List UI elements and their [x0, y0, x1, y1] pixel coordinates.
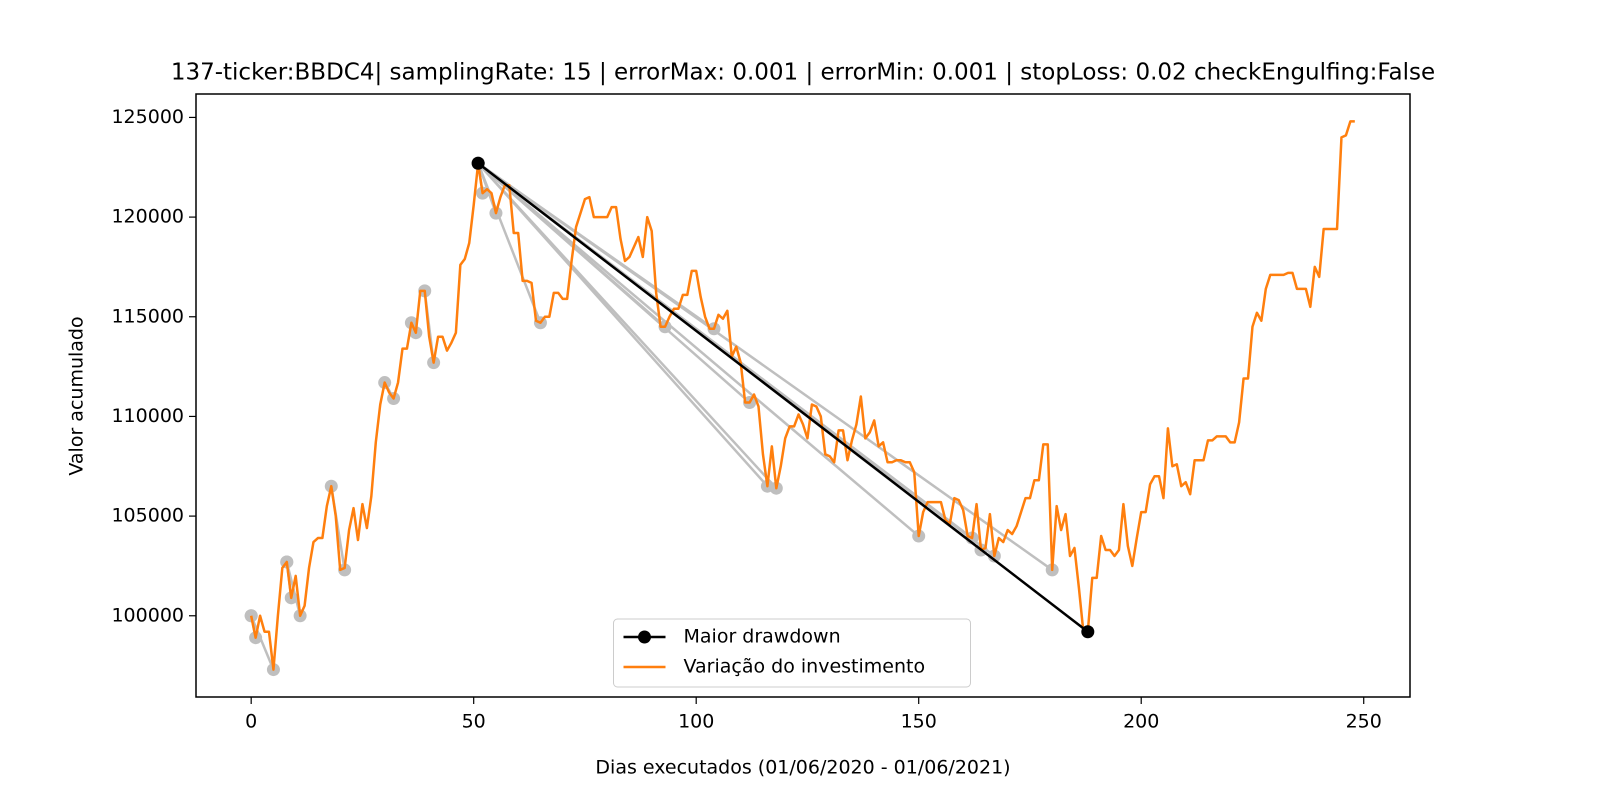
- legend: Maior drawdown Variação do investimento: [613, 618, 971, 688]
- x-tick-label: 200: [1123, 711, 1159, 733]
- series-marker: [471, 156, 485, 170]
- legend-label: Maior drawdown: [684, 626, 841, 648]
- drawdown-point: [338, 563, 352, 577]
- y-tick-label: 115000: [111, 305, 184, 327]
- x-tick-label: 0: [245, 711, 257, 733]
- chart-title: 137-ticker:BBDC4| samplingRate: 15 | err…: [171, 60, 1435, 86]
- drawdown-segment: [250, 615, 275, 671]
- legend-marker: [638, 630, 651, 644]
- drawdown-segment: [477, 162, 920, 537]
- x-axis-label: Dias executados (01/06/2020 - 01/06/2021…: [595, 757, 1010, 779]
- y-tick-label: 105000: [111, 505, 184, 527]
- x-tick-label: 250: [1346, 711, 1382, 733]
- drawdown-segment: [477, 162, 1053, 571]
- x-tick-label: 150: [901, 711, 937, 733]
- y-axis-label: Valor acumulado: [66, 316, 88, 475]
- x-tick-label: 50: [462, 711, 486, 733]
- y-tick-label: 120000: [111, 206, 184, 228]
- x-tick-label: 100: [678, 711, 714, 733]
- y-tick-label: 125000: [111, 106, 184, 128]
- series-marker: [1081, 625, 1095, 639]
- y-tick-label: 100000: [111, 604, 184, 626]
- y-tick-label: 110000: [111, 405, 184, 427]
- legend-box: [613, 618, 971, 688]
- series-line: [249, 120, 1355, 671]
- plot-frame: [195, 93, 1411, 698]
- series-line: [477, 162, 1089, 633]
- legend-label: Variação do investimento: [684, 656, 926, 678]
- drawdown-segment: [477, 162, 778, 490]
